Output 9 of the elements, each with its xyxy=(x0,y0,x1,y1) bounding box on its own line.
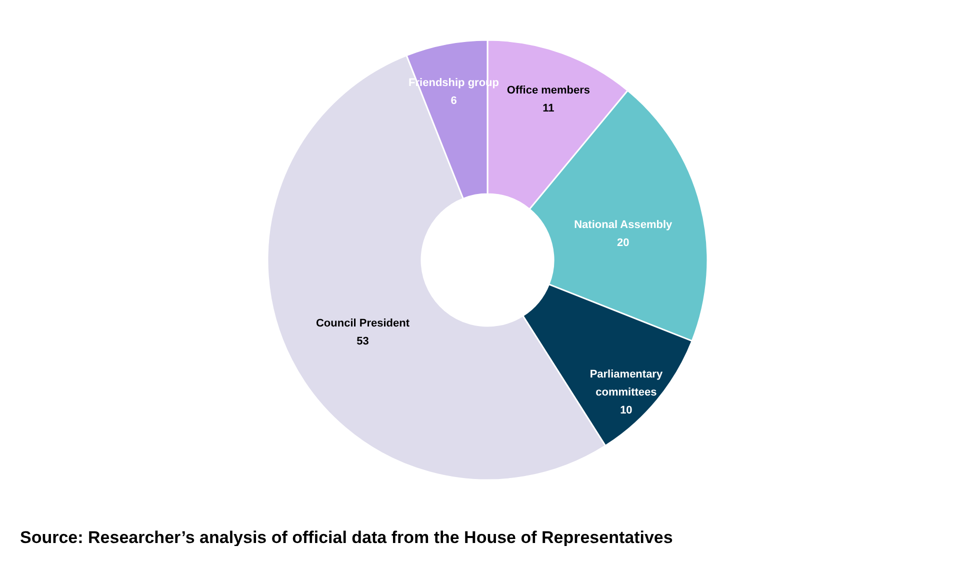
slice-label: National Assembly xyxy=(574,219,673,232)
data-label: 10 xyxy=(620,404,632,417)
data-label: 20 xyxy=(616,237,630,250)
data-label: 53 xyxy=(356,336,369,348)
slice-label: Council President xyxy=(316,318,410,330)
slice-label: Parliamentary committees xyxy=(590,368,664,399)
data-label: 6 xyxy=(450,95,457,108)
slice-label: Office members xyxy=(506,84,590,97)
data-label: 11 xyxy=(542,102,554,115)
